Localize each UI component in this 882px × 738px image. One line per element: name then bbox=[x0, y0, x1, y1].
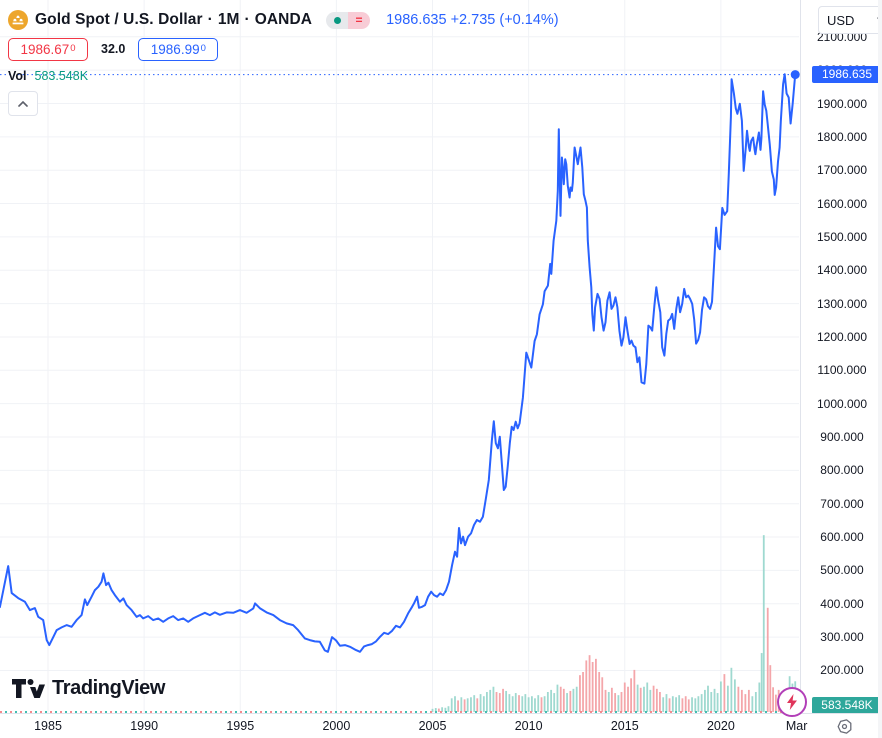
volume-baseline-dotted-line bbox=[0, 711, 799, 713]
price-axis-label: 1300.000 bbox=[816, 296, 868, 311]
tradingview-logo[interactable]: TradingView bbox=[12, 677, 165, 700]
time-axis[interactable]: 1985 1990 1995 2000 2005 2010 2015 2020 Mar bbox=[0, 713, 882, 738]
time-axis-label: 1995 bbox=[226, 719, 255, 733]
price-chart-canvas[interactable] bbox=[0, 0, 800, 713]
gold-coin-icon bbox=[8, 10, 28, 30]
buy-button[interactable]: 1986.99 0 bbox=[138, 37, 219, 61]
chevron-up-icon bbox=[18, 100, 28, 107]
sell-price: 1986.67 bbox=[20, 41, 70, 57]
symbol-title[interactable]: Gold Spot / U.S. Dollar bbox=[35, 11, 203, 28]
flash-boost-button[interactable] bbox=[777, 687, 807, 717]
synthetic-pricing-indicator: = bbox=[348, 11, 371, 29]
chart-plot-area[interactable] bbox=[0, 0, 800, 713]
currency-value: USD bbox=[827, 12, 855, 28]
price-axis-label: 400.000 bbox=[820, 596, 864, 611]
price-axis-label: 500.000 bbox=[820, 563, 864, 578]
price-axis-label: 600.000 bbox=[820, 530, 864, 545]
time-axis-label: 1990 bbox=[130, 719, 159, 733]
time-axis-label: 2015 bbox=[610, 719, 639, 733]
volume-axis-badge: 583.548K bbox=[812, 697, 882, 714]
tradingview-logo-mark bbox=[12, 679, 45, 698]
price-axis-label: 200.000 bbox=[820, 663, 864, 678]
volume-value: 583.548K bbox=[34, 68, 89, 83]
title-separator: · bbox=[207, 11, 213, 28]
buy-price-sup: 0 bbox=[200, 42, 206, 54]
window-right-edge bbox=[878, 0, 882, 738]
spread-value: 32.0 bbox=[101, 42, 126, 56]
currency-dropdown[interactable]: USD bbox=[818, 6, 882, 34]
interval-label[interactable]: 1M bbox=[217, 11, 240, 28]
price-axis-label: 800.000 bbox=[820, 463, 864, 478]
time-axis-label: 2010 bbox=[514, 719, 543, 733]
last-price-axis-badge: 1986.635 bbox=[812, 66, 882, 84]
price-axis-label: 1100.000 bbox=[817, 363, 867, 378]
price-axis[interactable]: 2100.0002000.0001900.0001800.0001700.000… bbox=[800, 0, 882, 714]
gear-icon bbox=[837, 718, 851, 734]
time-axis-label: Mar bbox=[785, 719, 808, 733]
price-axis-label: 1800.000 bbox=[816, 129, 868, 144]
price-change: +2.735 bbox=[450, 12, 496, 28]
volume-label: Vol bbox=[8, 68, 27, 83]
price-axis-label: 300.000 bbox=[820, 630, 864, 645]
sell-price-sup: 0 bbox=[70, 42, 76, 54]
chart-legend: Gold Spot / U.S. Dollar · 1M · OANDA = 1… bbox=[8, 8, 559, 116]
lightning-bolt-icon bbox=[787, 694, 797, 710]
price-axis-label: 1400.000 bbox=[816, 263, 868, 278]
green-dot-icon bbox=[333, 16, 341, 24]
title-separator: · bbox=[244, 11, 250, 28]
price-axis-label: 1000.000 bbox=[816, 396, 868, 411]
price-axis-label: 1600.000 bbox=[816, 196, 868, 211]
market-status-pill[interactable]: = bbox=[326, 11, 371, 29]
collapse-legend-button[interactable] bbox=[8, 91, 38, 116]
last-price: 1986.635 bbox=[386, 12, 447, 28]
time-axis-label: 2020 bbox=[706, 719, 735, 733]
time-axis-label: 1985 bbox=[34, 719, 62, 733]
price-axis-label: 700.000 bbox=[820, 496, 864, 511]
price-axis-label: 1500.000 bbox=[816, 229, 868, 244]
tradingview-logo-text: TradingView bbox=[52, 677, 166, 699]
sell-button[interactable]: 1986.67 0 bbox=[8, 37, 88, 61]
time-axis-settings-button[interactable] bbox=[833, 716, 855, 736]
exchange-label[interactable]: OANDA bbox=[254, 11, 313, 28]
price-axis-label: 1900.000 bbox=[816, 96, 868, 111]
buy-price: 1986.99 bbox=[150, 41, 200, 57]
equals-icon: = bbox=[355, 13, 363, 27]
price-change-pct: (+0.14%) bbox=[499, 12, 559, 28]
price-axis-label: 1200.000 bbox=[816, 329, 868, 344]
market-open-indicator bbox=[326, 11, 349, 29]
time-axis-label: 2005 bbox=[418, 719, 447, 733]
price-axis-label: 1700.000 bbox=[816, 163, 868, 178]
last-price-change: 1986.635 +2.735 (+0.14%) bbox=[386, 12, 559, 28]
price-axis-label: 900.000 bbox=[820, 430, 864, 444]
time-axis-label: 2000 bbox=[322, 719, 351, 733]
